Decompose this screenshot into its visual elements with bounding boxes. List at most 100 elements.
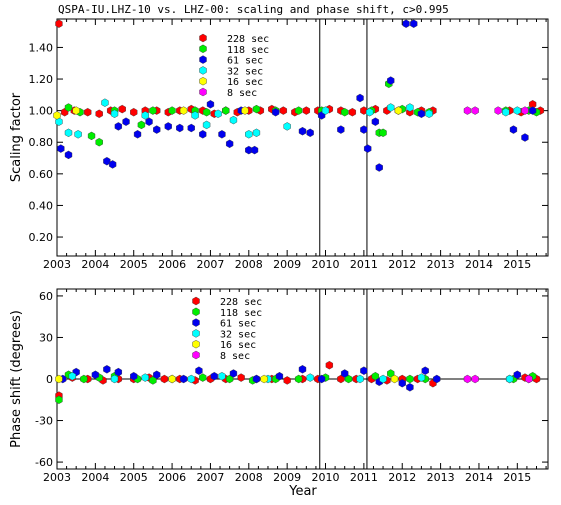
data-point [283, 122, 291, 131]
data-point [187, 123, 195, 133]
chart-title: QSPA-IU.LHZ-10 vs. LHZ-00: scaling and p… [58, 3, 449, 16]
data-point [295, 106, 303, 115]
y-tick-label: 0.60 [29, 168, 54, 181]
legend-marker [192, 329, 200, 338]
data-point [250, 145, 259, 155]
legend-marker [192, 318, 200, 327]
data-point [471, 374, 479, 384]
data-point [68, 371, 77, 381]
x-tick-label: 2011 [350, 258, 378, 271]
data-point [87, 131, 96, 141]
data-point [325, 360, 333, 370]
data-point [341, 369, 349, 378]
data-point [521, 106, 529, 115]
data-point [513, 106, 521, 115]
y-tick-label: 0.80 [29, 136, 54, 149]
data-point [164, 122, 172, 131]
y-tick-label: 0.40 [29, 199, 54, 212]
legend-marker [192, 350, 200, 360]
data-point [356, 93, 364, 103]
data-point [417, 109, 426, 119]
data-point [348, 107, 356, 117]
legend-label: 8 sec [220, 351, 250, 362]
data-point [364, 144, 372, 153]
legend-label: 228 sec [227, 34, 269, 45]
data-point [394, 106, 403, 115]
legend-label: 16 sec [227, 77, 263, 88]
data-point [302, 106, 310, 115]
x-tick-label: 2010 [312, 471, 340, 484]
data-point [210, 371, 218, 381]
data-point [306, 373, 314, 382]
data-point [341, 107, 349, 117]
data-point [379, 374, 387, 384]
x-tick-label: 2009 [273, 471, 301, 484]
data-point [103, 156, 111, 166]
data-point [379, 128, 387, 138]
data-point [133, 130, 142, 139]
data-point [214, 109, 222, 119]
x-tick-label: 2005 [120, 258, 148, 271]
plot-frame [56, 18, 549, 257]
y-tick-label: 60 [39, 290, 53, 303]
x-tick-label: 2008 [235, 471, 263, 484]
legend-label: 8 sec [227, 88, 257, 99]
data-point [387, 369, 395, 378]
data-point [360, 106, 368, 115]
legend-marker [192, 339, 200, 349]
x-tick-label: 2006 [158, 471, 186, 484]
legend-label: 61 sec [227, 56, 263, 67]
data-point [529, 106, 537, 115]
x-axis-label: Year [288, 484, 317, 499]
data-point [137, 120, 146, 130]
legend-marker [192, 307, 200, 317]
legend-label: 228 sec [220, 297, 262, 308]
x-tick-label: 2004 [81, 471, 109, 484]
legend-marker [199, 87, 207, 97]
data-point [141, 111, 149, 120]
data-point [108, 160, 117, 169]
data-point [95, 137, 103, 147]
data-point [225, 139, 234, 149]
data-point [191, 111, 199, 120]
data-point [64, 150, 73, 160]
data-point [103, 365, 111, 374]
data-point [55, 117, 63, 126]
data-point [57, 144, 65, 153]
data-point [245, 130, 253, 139]
data-point [275, 371, 284, 381]
legend-label: 118 sec [220, 308, 262, 319]
x-tick-label: 2012 [388, 471, 416, 484]
x-tick-label: 2014 [465, 471, 493, 484]
data-point [502, 107, 510, 117]
data-point [390, 374, 399, 384]
data-point [72, 106, 80, 115]
data-point [506, 374, 514, 384]
data-point [463, 374, 472, 384]
data-point [410, 19, 418, 28]
data-point [176, 123, 184, 133]
x-tick-label: 2010 [312, 258, 340, 271]
data-point [279, 106, 287, 115]
x-tick-label: 2007 [196, 258, 224, 271]
x-tick-label: 2015 [503, 471, 531, 484]
data-point [179, 374, 188, 384]
x-tick-label: 2015 [503, 258, 531, 271]
y-tick-label: 0 [46, 373, 53, 386]
data-point [252, 374, 261, 384]
y-tick-label: -30 [35, 415, 53, 428]
data-point [168, 106, 176, 115]
data-point [366, 107, 374, 117]
legend-label: 61 sec [220, 319, 256, 330]
data-point [195, 366, 203, 375]
legend-label: 32 sec [227, 66, 263, 77]
data-point [206, 100, 215, 109]
data-point [222, 106, 230, 115]
data-point [237, 373, 245, 382]
data-point [114, 122, 123, 131]
data-point [463, 106, 472, 115]
data-point [199, 130, 207, 139]
data-point [218, 130, 226, 139]
data-point [252, 104, 261, 114]
